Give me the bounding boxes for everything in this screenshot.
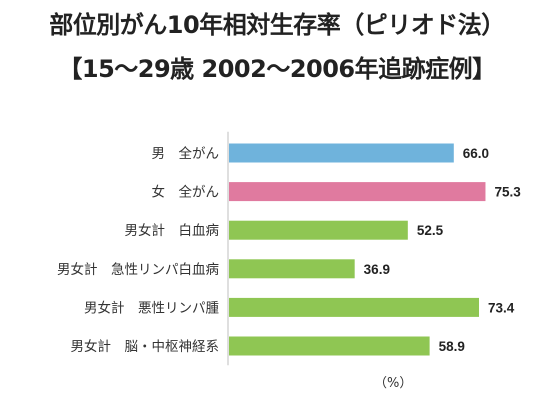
category-label: 男 全がん [152, 145, 220, 162]
value-label: 52.5 [417, 223, 444, 238]
category-label: 男女計 悪性リンパ腫 [84, 299, 219, 316]
value-label: 58.9 [439, 339, 465, 354]
category-label: 男女計 急性リンパ白血病 [57, 261, 219, 278]
category-label: 男女計 白血病 [125, 222, 220, 239]
chart-title: 部位別がん10年相対生存率（ピリオド法） [49, 11, 505, 39]
value-label: 75.3 [494, 185, 521, 200]
value-label: 66.0 [463, 146, 489, 161]
unit-label: （%） [374, 376, 413, 391]
bar [229, 297, 480, 317]
bar [229, 182, 486, 202]
value-label: 36.9 [364, 262, 390, 277]
category-label: 女 全がん [152, 184, 220, 201]
bar [229, 336, 430, 356]
bar [229, 259, 355, 279]
bar [229, 220, 408, 240]
bar [229, 143, 454, 163]
category-label: 男女計 脳・中枢神経系 [71, 338, 220, 355]
chart-subtitle: 【15～29歳 2002～2006年追跡症例】 [58, 55, 496, 83]
value-label: 73.4 [488, 300, 515, 315]
